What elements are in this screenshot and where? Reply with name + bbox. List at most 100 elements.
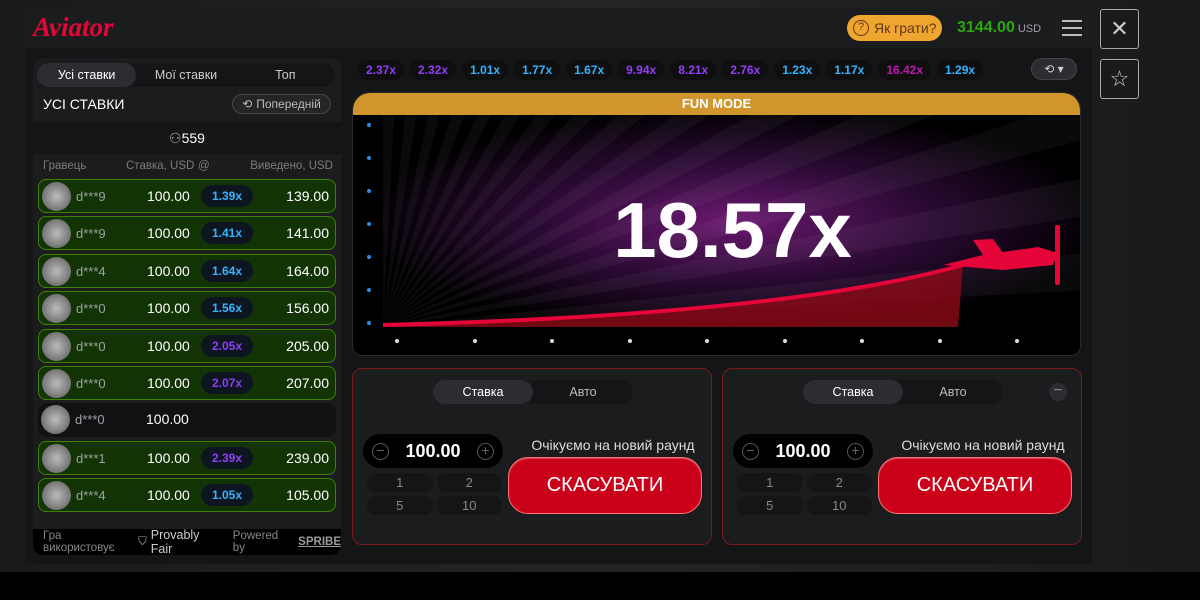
axis-dot bbox=[367, 189, 371, 193]
quick-amount-button[interactable]: 2 bbox=[436, 473, 502, 492]
player-name: d***0 bbox=[76, 338, 106, 354]
history-multiplier[interactable]: 8.21x bbox=[670, 60, 717, 80]
history-toggle-button[interactable]: ⟲ ▾ bbox=[1031, 58, 1077, 80]
cashout-amount: 139.00 bbox=[286, 188, 329, 204]
cashout-amount: 205.00 bbox=[286, 337, 329, 354]
remove-panel-button[interactable]: − bbox=[1049, 383, 1067, 401]
plus-icon[interactable]: + bbox=[477, 443, 494, 460]
minus-icon[interactable]: − bbox=[742, 443, 759, 460]
cashout-amount: 164.00 bbox=[286, 262, 329, 279]
axis-dot bbox=[367, 222, 371, 226]
how-to-play-button[interactable]: ? Як грати? bbox=[847, 15, 942, 41]
quick-amount-button[interactable]: 5 bbox=[367, 496, 433, 515]
plane-icon bbox=[943, 225, 1060, 285]
question-icon: ? bbox=[853, 20, 869, 36]
bets-list: d***9 100.00 1.39x 139.00 d***9 100.00 1… bbox=[38, 179, 336, 516]
bet-row: d***1 100.00 2.39x 239.00 bbox=[38, 440, 336, 475]
quick-amount-button[interactable]: 10 bbox=[436, 496, 502, 515]
tab-top[interactable]: Топ bbox=[275, 68, 296, 82]
provably-fair-link[interactable]: Provably Fair bbox=[150, 528, 200, 555]
bet-amount-stepper[interactable]: − 100.00 + bbox=[363, 434, 503, 468]
previous-button[interactable]: ⟲ Попередній bbox=[232, 94, 331, 114]
bet-panel-2: Ставка Авто − − 100.00 + 1 2 5 10 Очікуємо … bbox=[722, 368, 1082, 545]
tab-auto[interactable]: Авто bbox=[939, 385, 967, 399]
bets-tabs: Усі ставки Мої ставки Топ bbox=[37, 63, 335, 87]
cashout-multiplier: 1.39x bbox=[201, 185, 253, 207]
cashout-amount: 239.00 bbox=[286, 449, 329, 466]
col-mult: @ bbox=[198, 160, 210, 172]
current-multiplier: 18.57x bbox=[613, 186, 852, 274]
multiplier-history: 2.37x 2.32x 1.01x 1.77x 1.67x 9.94x 8.21x 2.76x… bbox=[358, 60, 1028, 80]
axis-dot bbox=[705, 339, 709, 343]
flight-stage: 18.57x bbox=[383, 115, 1080, 327]
players-count-value: 559 bbox=[181, 130, 205, 146]
axis-dot bbox=[472, 339, 477, 343]
star-icon[interactable]: ☆ bbox=[1100, 59, 1139, 99]
menu-icon[interactable] bbox=[1062, 20, 1082, 36]
cashout-multiplier: 2.05x bbox=[201, 334, 253, 357]
plus-icon[interactable]: + bbox=[847, 443, 864, 460]
bet-amount: 100.00 bbox=[147, 374, 190, 391]
cashout-multiplier: 1.64x bbox=[201, 259, 253, 282]
quick-amount-button[interactable]: 5 bbox=[737, 496, 803, 515]
tab-bet[interactable]: Ставка bbox=[433, 380, 533, 404]
flight-curve bbox=[383, 225, 1060, 327]
history-multiplier[interactable]: 1.01x bbox=[462, 60, 509, 80]
tab-my-bets[interactable]: Мої ставки bbox=[154, 68, 218, 82]
y-axis-dots bbox=[367, 123, 371, 325]
history-multiplier[interactable]: 1.17x bbox=[826, 60, 873, 80]
history-multiplier[interactable]: 1.67x bbox=[566, 60, 613, 80]
history-multiplier[interactable]: 2.37x bbox=[358, 60, 405, 80]
bet-row: d***9 100.00 1.41x 141.00 bbox=[38, 216, 336, 251]
quick-amount-button[interactable]: 1 bbox=[367, 473, 433, 492]
waiting-status: Очікуємо на новий раунд bbox=[531, 437, 695, 453]
bet-amount-value[interactable]: 100.00 bbox=[405, 441, 461, 461]
quick-amount-button[interactable]: 1 bbox=[737, 473, 803, 492]
bet-row: d***0 100.00 2.07x 207.00 bbox=[38, 365, 336, 400]
history-multiplier[interactable]: 1.77x bbox=[514, 60, 561, 80]
top-bar: Aviator ? Як грати? 3144.00 USD bbox=[25, 8, 1092, 48]
history-multiplier[interactable]: 9.94x bbox=[618, 60, 665, 80]
history-icon: ⟲ bbox=[242, 97, 253, 111]
player-name: d***9 bbox=[76, 226, 106, 242]
close-icon[interactable]: ✕ bbox=[1100, 9, 1139, 49]
avatar bbox=[42, 368, 71, 398]
axis-dot bbox=[860, 339, 864, 343]
col-bet: Ставка, USD bbox=[126, 160, 195, 172]
bets-title: УСІ СТАВКИ bbox=[43, 96, 125, 112]
tab-all-bets[interactable]: Усі ставки bbox=[37, 63, 137, 87]
avatar bbox=[42, 443, 71, 473]
tab-bet[interactable]: Ставка bbox=[803, 380, 903, 404]
players-count: ⚇559 bbox=[33, 122, 341, 154]
bet-amount: 100.00 bbox=[147, 262, 190, 279]
bet-row: d***0 100.00 bbox=[38, 403, 336, 438]
shield-icon: ⛉ bbox=[138, 535, 147, 548]
quick-amount-button[interactable]: 10 bbox=[806, 496, 872, 515]
minus-icon[interactable]: − bbox=[372, 443, 389, 460]
axis-dot bbox=[367, 288, 371, 292]
history-multiplier[interactable]: 1.23x bbox=[774, 60, 821, 80]
user-icon: ⚇ bbox=[169, 130, 182, 146]
player-name: d***9 bbox=[76, 189, 106, 204]
how-to-play-label: Як грати? bbox=[874, 20, 937, 36]
axis-dot bbox=[937, 339, 942, 343]
bet-amount-stepper[interactable]: − 100.00 + bbox=[733, 434, 873, 468]
quick-amount-button[interactable]: 2 bbox=[806, 473, 872, 492]
cashout-amount: 156.00 bbox=[286, 300, 329, 317]
bet-amount: 100.00 bbox=[147, 487, 190, 504]
cancel-button[interactable]: СКАСУВАТИ bbox=[878, 457, 1072, 514]
bet-amount: 100.00 bbox=[147, 188, 190, 204]
cashout-amount: 207.00 bbox=[286, 374, 329, 391]
history-multiplier[interactable]: 2.76x bbox=[722, 60, 769, 80]
axis-dot bbox=[395, 339, 399, 343]
bets-panel: Усі ставки Мої ставки Топ УСІ СТАВКИ ⟲ По… bbox=[33, 58, 341, 555]
avatar bbox=[41, 405, 70, 435]
history-multiplier[interactable]: 2.32x bbox=[410, 60, 457, 80]
tab-auto[interactable]: Авто bbox=[569, 385, 597, 399]
balance: 3144.00 USD bbox=[957, 19, 1041, 37]
quick-amounts: 1 2 5 10 bbox=[367, 473, 502, 515]
history-multiplier[interactable]: 16.42x bbox=[878, 60, 932, 80]
history-multiplier[interactable]: 1.29x bbox=[937, 60, 984, 80]
bet-amount-value[interactable]: 100.00 bbox=[775, 441, 831, 461]
cancel-button[interactable]: СКАСУВАТИ bbox=[508, 457, 702, 514]
